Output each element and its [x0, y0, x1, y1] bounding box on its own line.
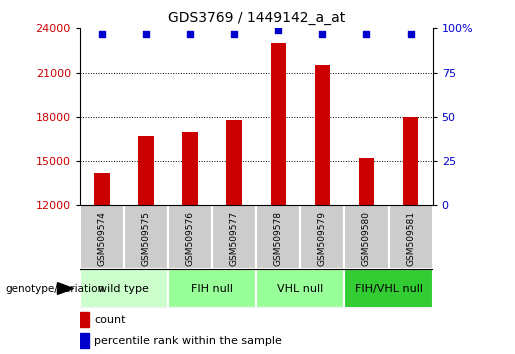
- Text: percentile rank within the sample: percentile rank within the sample: [94, 336, 282, 346]
- Point: [98, 31, 106, 36]
- Bar: [80, 205, 124, 269]
- Point: [406, 31, 415, 36]
- Text: GSM509579: GSM509579: [318, 211, 327, 266]
- Bar: [345, 269, 433, 308]
- Point: [142, 31, 150, 36]
- Text: count: count: [94, 315, 126, 325]
- Bar: [168, 205, 212, 269]
- Bar: [256, 205, 300, 269]
- Bar: [388, 205, 433, 269]
- Bar: [212, 205, 256, 269]
- Bar: [138, 136, 153, 205]
- Bar: [300, 205, 345, 269]
- Bar: [227, 120, 242, 205]
- Bar: [270, 43, 286, 205]
- Text: GSM509577: GSM509577: [230, 211, 238, 266]
- Bar: [403, 117, 418, 205]
- Text: FIH/VHL null: FIH/VHL null: [354, 284, 422, 293]
- Bar: [345, 205, 388, 269]
- Bar: [80, 333, 89, 348]
- Bar: [182, 132, 198, 205]
- Bar: [80, 312, 89, 327]
- Text: VHL null: VHL null: [277, 284, 323, 293]
- Bar: [359, 158, 374, 205]
- Bar: [168, 269, 256, 308]
- Text: GSM509581: GSM509581: [406, 211, 415, 266]
- Bar: [315, 65, 330, 205]
- Text: GSM509574: GSM509574: [97, 211, 107, 266]
- Point: [363, 31, 371, 36]
- Title: GDS3769 / 1449142_a_at: GDS3769 / 1449142_a_at: [167, 11, 345, 24]
- Bar: [94, 173, 110, 205]
- Point: [230, 31, 238, 36]
- Point: [318, 31, 327, 36]
- Point: [186, 31, 194, 36]
- Text: genotype/variation: genotype/variation: [5, 284, 104, 293]
- Text: GSM509576: GSM509576: [185, 211, 195, 266]
- Polygon shape: [58, 282, 74, 295]
- Point: [274, 27, 282, 33]
- Text: GSM509575: GSM509575: [142, 211, 150, 266]
- Text: GSM509580: GSM509580: [362, 211, 371, 266]
- Bar: [256, 269, 345, 308]
- Text: FIH null: FIH null: [191, 284, 233, 293]
- Bar: [124, 205, 168, 269]
- Text: GSM509578: GSM509578: [274, 211, 283, 266]
- Text: wild type: wild type: [98, 284, 149, 293]
- Bar: [80, 269, 168, 308]
